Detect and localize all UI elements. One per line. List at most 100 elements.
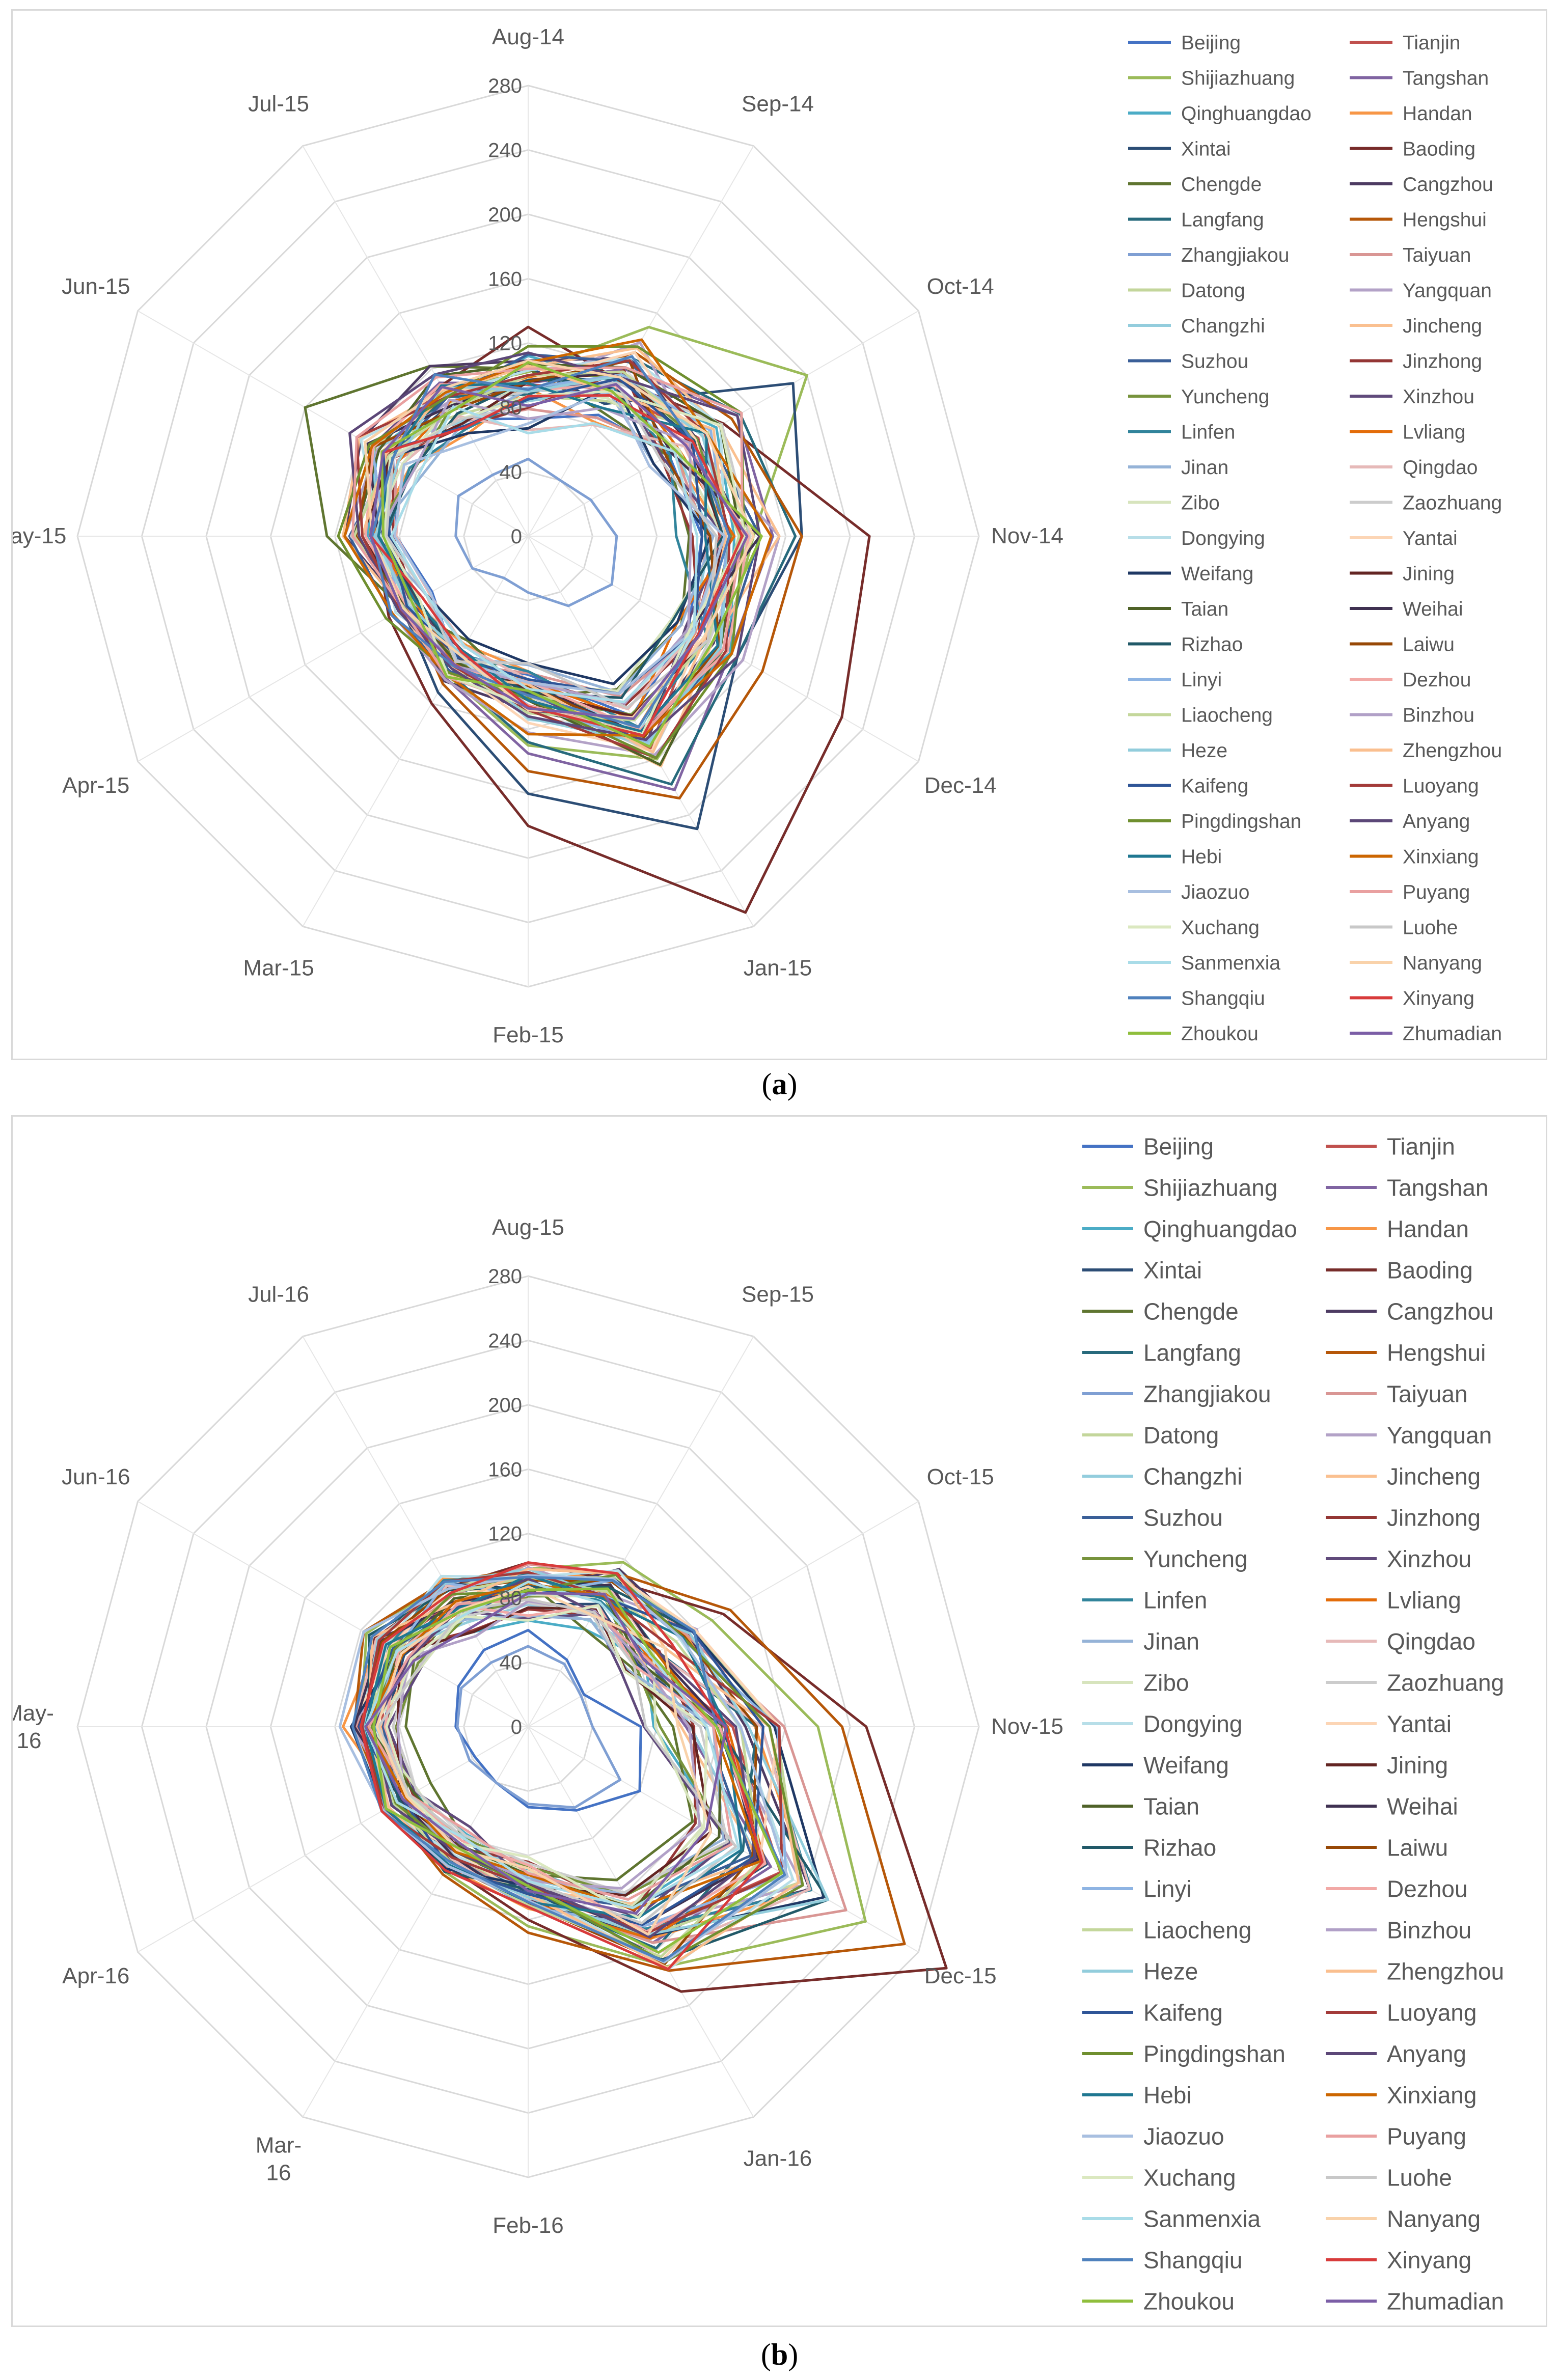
legend-label: Kaifeng xyxy=(1143,2000,1223,2026)
legend-label: Linfen xyxy=(1181,422,1235,444)
legend-label: Xinyang xyxy=(1403,988,1474,1010)
tick-label: 280 xyxy=(488,75,522,97)
legend-label: Shijiazhuang xyxy=(1143,1175,1277,1201)
legend-label: Tangshan xyxy=(1387,1175,1489,1201)
legend-label: Jinan xyxy=(1181,457,1228,479)
legend-item: Laiwu xyxy=(1326,1835,1448,1861)
legend-label: Shangqiu xyxy=(1143,2247,1242,2274)
legend-item: Xinyang xyxy=(1326,2247,1471,2274)
tick-label: 200 xyxy=(488,1394,522,1417)
legend-item: Nanyang xyxy=(1326,2206,1481,2232)
legend-item: Dongying xyxy=(1128,528,1265,549)
grid-spoke xyxy=(302,1726,529,2117)
tick-label: 80 xyxy=(500,397,523,419)
legend-item: Xintai xyxy=(1082,1257,1202,1284)
legend-label: Dongying xyxy=(1181,528,1265,549)
tick-labels: 0 40 80 120 160 200 240 280 xyxy=(488,75,522,548)
legend-label: Qingdao xyxy=(1387,1628,1475,1655)
legend-label: Linyi xyxy=(1143,1876,1192,1902)
legend-item: Hengshui xyxy=(1326,1340,1486,1366)
series-line-dezhou xyxy=(364,383,750,731)
legend-item: Qinghuangdao xyxy=(1082,1216,1297,1242)
series-group xyxy=(338,1561,948,1993)
category-label: Jul-15 xyxy=(248,91,309,116)
legend-label: Weihai xyxy=(1403,598,1463,620)
series-line-beijing xyxy=(454,1628,642,1812)
grid-spoke xyxy=(138,310,529,537)
legend-label: Lvliang xyxy=(1403,422,1466,444)
legend-label: Xinzhou xyxy=(1387,1546,1471,1572)
legend-label: Shangqiu xyxy=(1181,988,1265,1010)
legend-label: Zhoukou xyxy=(1143,2288,1235,2315)
legend-item: Jinan xyxy=(1082,1628,1199,1655)
legend-item: Cangzhou xyxy=(1350,174,1493,196)
legend-item: Chengde xyxy=(1082,1298,1239,1325)
legend-item: Dezhou xyxy=(1326,1876,1468,1902)
legend-item: Lvliang xyxy=(1350,422,1466,444)
legend-item: Baoding xyxy=(1326,1257,1473,1284)
series-line-laiwu xyxy=(361,1579,758,1965)
tick-label: 0 xyxy=(511,525,522,548)
legend-label: Yantai xyxy=(1387,1711,1452,1737)
caption-a-label: a xyxy=(772,1067,787,1101)
legend-item: Changzhi xyxy=(1128,315,1265,337)
legend-item: Yantai xyxy=(1326,1711,1452,1737)
category-label: Jan-16 xyxy=(744,2146,812,2171)
legend-label: Jining xyxy=(1403,563,1455,585)
legend-label: Xintai xyxy=(1181,139,1231,160)
category-label: Feb-16 xyxy=(493,2213,563,2238)
series-line-xuchang xyxy=(385,1604,708,1919)
legend-label: Zhangjiakou xyxy=(1181,244,1289,266)
radar-chart-b: 0 40 80 120 160 200 240 280 Aug-15 Sep-15 Oct-15 No… xyxy=(13,1133,1504,2315)
legend-label: Yantai xyxy=(1403,528,1458,549)
series-line-zhengzhou xyxy=(361,364,728,754)
legend-label: Zhangjiakou xyxy=(1143,1381,1271,1407)
legend-label: Zhengzhou xyxy=(1387,1958,1504,1985)
legend-label: Zaozhuang xyxy=(1403,492,1502,514)
legend-label: Chengde xyxy=(1143,1298,1239,1325)
legend-label: Qinghuangdao xyxy=(1143,1216,1297,1242)
legend-label: Suzhou xyxy=(1181,351,1248,373)
category-label: Jan-15 xyxy=(744,956,812,981)
legend-item: Luohe xyxy=(1350,917,1458,939)
series-line-heze xyxy=(363,1567,830,1936)
legend-item: Langfang xyxy=(1082,1340,1241,1366)
legend-item: Weihai xyxy=(1350,598,1463,620)
legend-label: Laiwu xyxy=(1387,1835,1448,1861)
grid-spoke xyxy=(138,1726,529,1953)
legend-item: Linyi xyxy=(1128,669,1222,691)
legend-label: Zhumadian xyxy=(1403,1023,1502,1045)
legend-label: Datong xyxy=(1143,1422,1219,1449)
chart-panel-a: 0 40 80 120 160 200 240 280 Aug-14 Sep-14 Oct-14 No… xyxy=(11,9,1547,1060)
legend-item: Zhangjiakou xyxy=(1082,1381,1271,1407)
legend-item: Zhumadian xyxy=(1326,2288,1504,2315)
legend-label: Luohe xyxy=(1403,917,1458,939)
legend-label: Suzhou xyxy=(1143,1505,1223,1531)
legend: Beijing Tianjin Shijiazhuang Tangshan Qinghu… xyxy=(1128,32,1502,1045)
tick-label: 280 xyxy=(488,1265,522,1288)
legend-label: Handan xyxy=(1403,103,1472,125)
radar-chart-a: 0 40 80 120 160 200 240 280 Aug-14 Sep-14 Oct-14 No… xyxy=(13,24,1502,1047)
legend-item: Xinxiang xyxy=(1326,2082,1476,2109)
legend-label: Yangquan xyxy=(1387,1422,1492,1449)
legend-item: Yangquan xyxy=(1350,280,1492,302)
series-line-sanmenxia xyxy=(390,405,699,704)
legend-label: Yuncheng xyxy=(1181,386,1270,408)
legend-item: Beijing xyxy=(1128,32,1241,54)
legend-item: Taian xyxy=(1082,1793,1199,1820)
category-label: Apr-15 xyxy=(62,773,129,798)
legend-item: Chengde xyxy=(1128,174,1262,196)
grid-spoke xyxy=(302,146,529,537)
legend-label: Cangzhou xyxy=(1387,1298,1494,1325)
legend-item: Jiaozuo xyxy=(1128,881,1249,903)
legend-item: Jincheng xyxy=(1326,1463,1481,1490)
legend-label: Zhoukou xyxy=(1181,1023,1259,1045)
legend-item: Weihai xyxy=(1326,1793,1458,1820)
tick-label: 200 xyxy=(488,204,522,226)
series-line-nanyang xyxy=(375,1585,713,1936)
series-line-jiaozuo xyxy=(338,1574,789,1964)
legend-item: Xinzhou xyxy=(1350,386,1474,408)
legend-label: Taiyuan xyxy=(1387,1381,1468,1407)
tick-label: 40 xyxy=(500,461,523,484)
legend-label: Cangzhou xyxy=(1403,174,1493,196)
